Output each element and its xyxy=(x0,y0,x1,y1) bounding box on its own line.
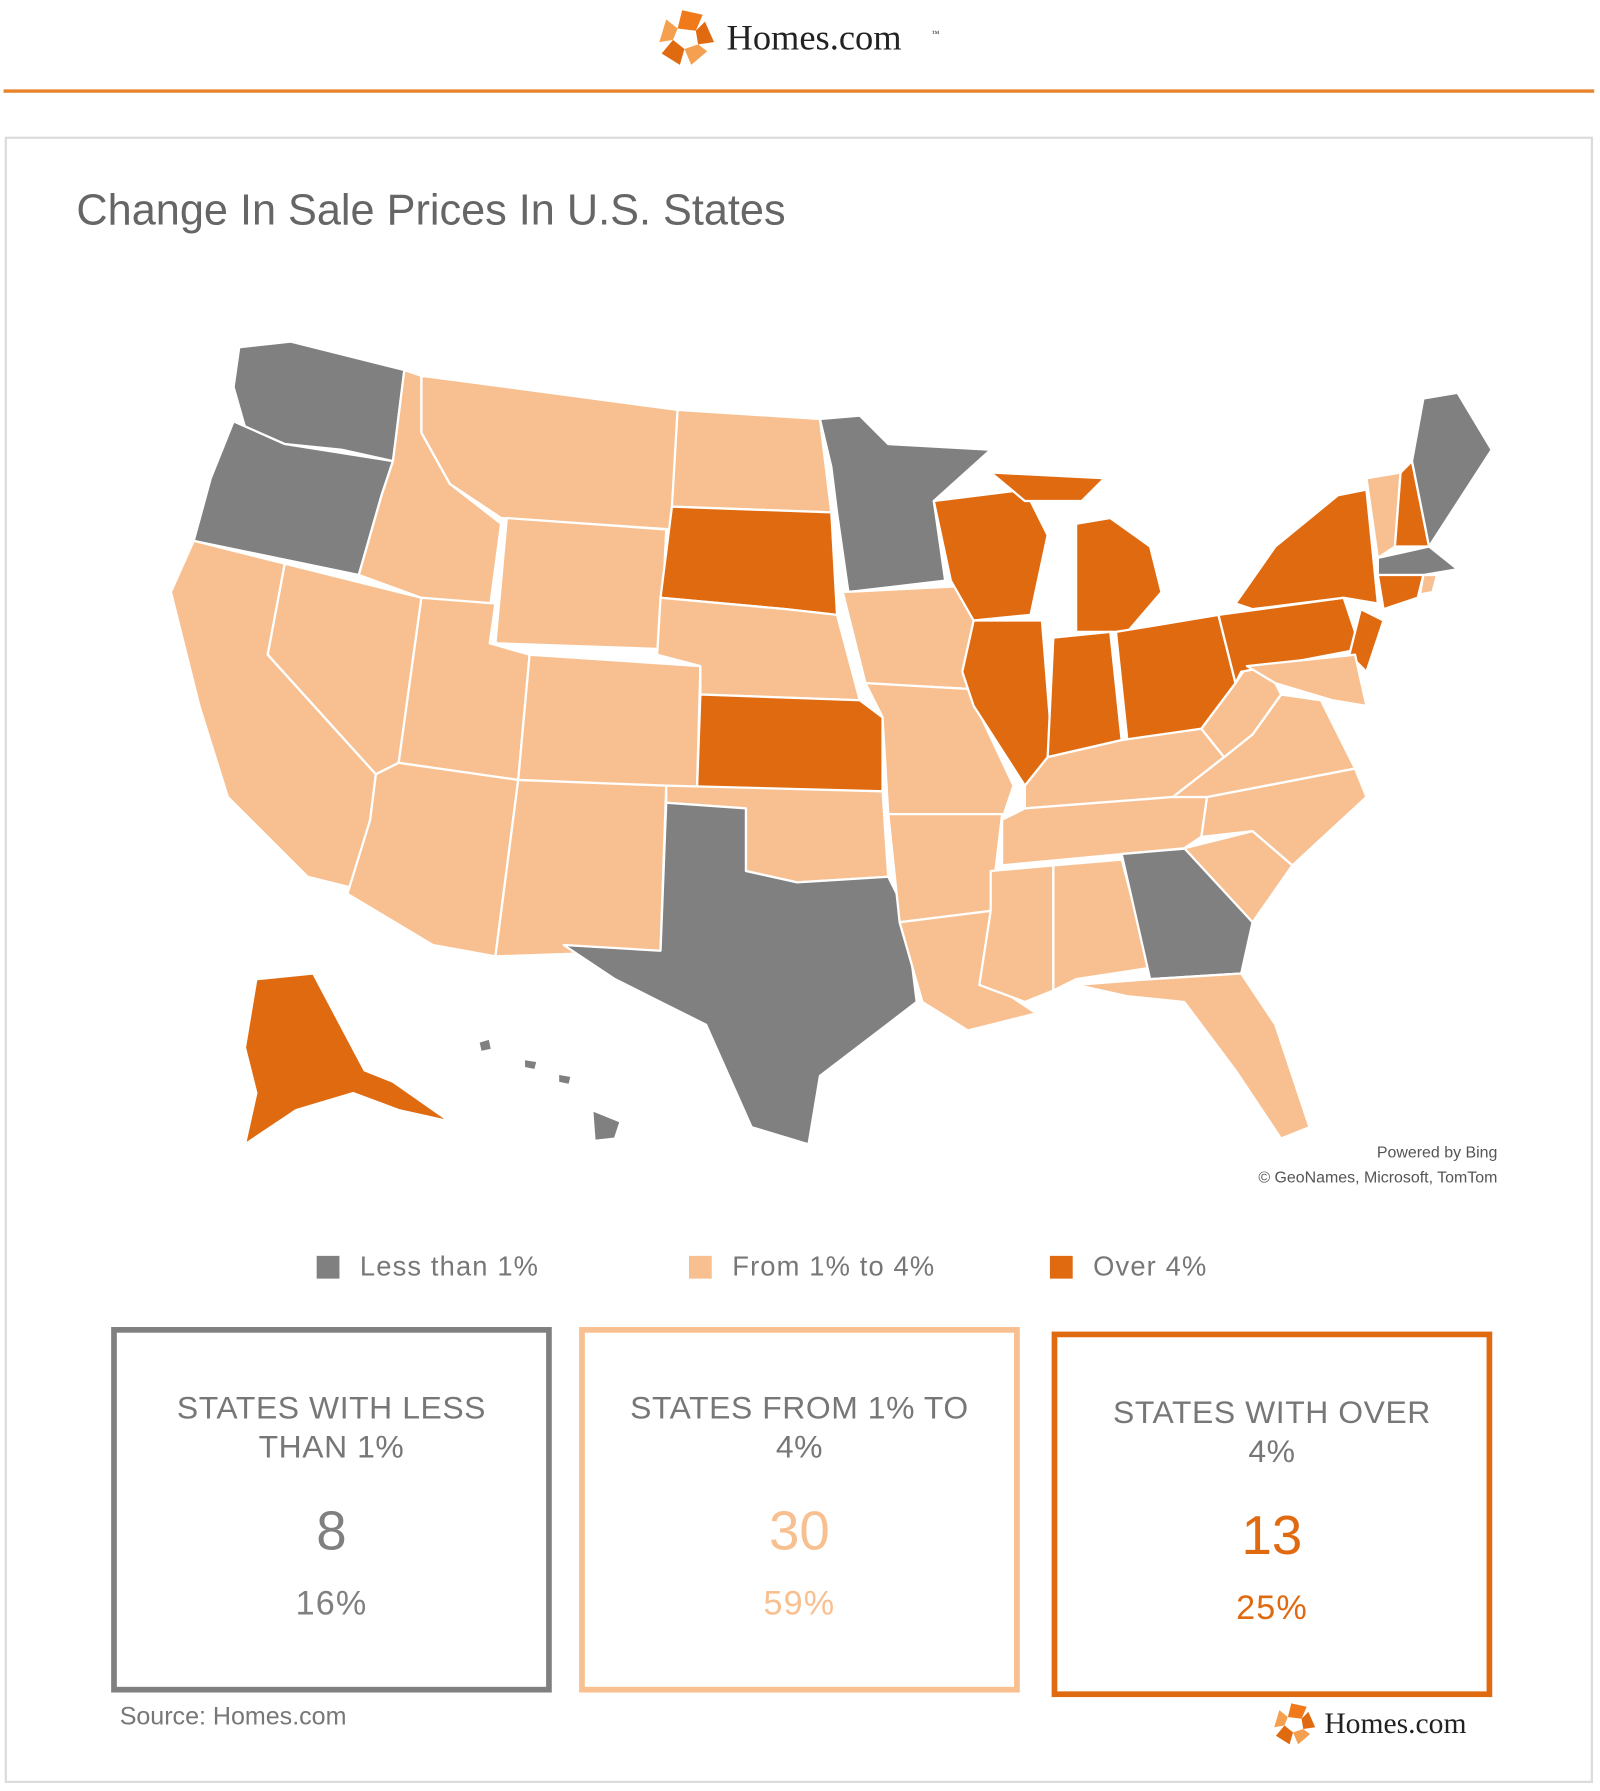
legend: Less than 1% From 1% to 4% Over 4% xyxy=(316,1251,1207,1282)
attribution: © GeoNames, Microsoft, TomTom xyxy=(1258,1170,1497,1187)
card-title-box: STATES WITH OVER 4% xyxy=(1112,1394,1431,1469)
state xyxy=(1418,573,1439,596)
card-share: 16% xyxy=(296,1584,368,1622)
state xyxy=(477,1037,494,1054)
state xyxy=(591,1108,622,1143)
state xyxy=(1074,972,1311,1140)
card-share: 59% xyxy=(764,1584,836,1622)
source: Source: Homes.com xyxy=(120,1703,347,1731)
state xyxy=(670,408,833,514)
state xyxy=(1410,391,1493,548)
state xyxy=(1120,847,1254,981)
logo-petal xyxy=(695,21,715,45)
footer-logo xyxy=(1274,1703,1316,1745)
state xyxy=(1376,545,1459,577)
header-logo xyxy=(659,10,715,65)
state xyxy=(232,340,406,463)
logo-petal xyxy=(677,10,703,31)
card-share: 25% xyxy=(1236,1589,1308,1627)
state xyxy=(494,778,668,958)
state xyxy=(818,414,992,594)
state xyxy=(1052,858,1152,992)
card-title: STATES FROM 1% TO 4% xyxy=(630,1390,969,1465)
legend-label: Less than 1% xyxy=(360,1251,539,1282)
card-title-box: STATES FROM 1% TO 4% xyxy=(630,1390,969,1465)
card-count: 13 xyxy=(1242,1505,1303,1566)
state xyxy=(562,801,918,1146)
panel xyxy=(4,136,1594,1784)
stat-card xyxy=(1051,1331,1493,1698)
state xyxy=(659,505,839,616)
legend-swatch xyxy=(1049,1255,1073,1279)
attribution: Powered by Bing xyxy=(1377,1145,1498,1162)
state xyxy=(1046,630,1123,759)
state xyxy=(1245,653,1368,708)
state xyxy=(1376,573,1425,611)
legend-label: From 1% to 4% xyxy=(732,1251,935,1282)
logo-petal xyxy=(1301,1711,1316,1729)
header-brand: Homes.com xyxy=(727,17,902,57)
legend-label: Over 4% xyxy=(1093,1251,1207,1282)
legend-swatch xyxy=(688,1255,712,1279)
footer-brand: Homes.com xyxy=(1324,1708,1466,1740)
state xyxy=(1348,608,1385,673)
state xyxy=(1393,459,1431,548)
trademark: ™ xyxy=(932,29,940,38)
state xyxy=(556,1072,573,1087)
stat-card xyxy=(579,1327,1020,1693)
state xyxy=(695,693,884,793)
logo-petal xyxy=(684,44,708,65)
stat-cards: STATES WITH LESS THAN 1% 8 16% STATES FROM … xyxy=(111,1327,1493,1698)
stat-card xyxy=(111,1327,552,1693)
card-title: STATES WITH OVER 4% xyxy=(1112,1394,1431,1469)
logo-petal xyxy=(661,39,685,65)
chart-title: Change In Sale Prices In U.S. States xyxy=(76,186,785,234)
logo-petal xyxy=(1287,1703,1307,1719)
card-count: 8 xyxy=(316,1500,346,1561)
legend-swatch xyxy=(316,1255,340,1279)
state xyxy=(887,812,1004,924)
state xyxy=(978,864,1055,1004)
state xyxy=(522,1057,539,1072)
state xyxy=(1074,516,1163,634)
logo-petal xyxy=(1275,1725,1294,1745)
state xyxy=(243,972,452,1146)
state xyxy=(1234,488,1379,611)
card-count: 30 xyxy=(769,1500,830,1561)
map xyxy=(169,340,1493,1146)
logo-petal xyxy=(1293,1728,1311,1745)
state xyxy=(989,471,1106,503)
logo-petal xyxy=(659,19,678,43)
state xyxy=(517,653,702,793)
card-title: STATES WITH LESS THAN 1% xyxy=(176,1390,486,1465)
logo-petal xyxy=(1274,1710,1288,1728)
state xyxy=(346,761,520,958)
state xyxy=(494,516,668,651)
card-title-box: STATES WITH LESS THAN 1% xyxy=(176,1390,486,1465)
